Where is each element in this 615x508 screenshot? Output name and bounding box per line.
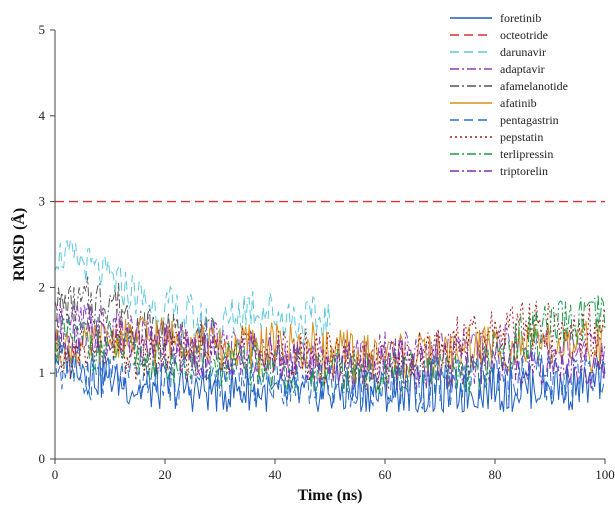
x-tick-label: 0 <box>52 467 59 482</box>
legend-label-octeotride: octeotride <box>500 28 548 42</box>
y-axis-title: RMSD (Å) <box>10 208 28 281</box>
series-line-terlipressin <box>54 294 606 398</box>
legend-label-afatinib: afatinib <box>500 96 537 110</box>
x-tick-label: 80 <box>489 467 502 482</box>
y-tick-label: 2 <box>39 279 46 294</box>
legend-label-afamelanotide: afamelanotide <box>500 79 568 93</box>
legend-label-pepstatin: pepstatin <box>500 130 543 144</box>
y-tick-label: 5 <box>39 22 46 37</box>
legend-label-adaptavir: adaptavir <box>500 62 545 76</box>
y-tick-label: 3 <box>39 194 46 209</box>
series-line-pepstatin <box>54 301 606 391</box>
x-tick-label: 40 <box>269 467 282 482</box>
series-line-pentagastrin <box>54 340 606 411</box>
series-line-foretinib <box>54 342 606 414</box>
x-tick-label: 60 <box>379 467 392 482</box>
axes: 0 20 40 60 80 100 0 1 2 3 4 5 <box>39 22 615 482</box>
legend-label-pentagastrin: pentagastrin <box>500 113 559 127</box>
x-tick-label: 100 <box>595 467 615 482</box>
series-line-darunavir <box>54 237 331 348</box>
x-tick-label: 20 <box>159 467 172 482</box>
plot-lines <box>54 200 606 414</box>
series-line-afamelanotide <box>54 276 221 361</box>
legend-label-terlipressin: terlipressin <box>500 147 553 161</box>
legend-label-foretinib: foretinib <box>500 11 541 25</box>
y-tick-label: 0 <box>39 451 46 466</box>
x-axis-title: Time (ns) <box>297 487 362 504</box>
series-line-afatinib <box>54 316 606 384</box>
legend-label-darunavir: darunavir <box>500 45 546 59</box>
legend: foretinib octeotride darunavir adaptavir afa… <box>450 11 568 178</box>
y-tick-label: 1 <box>39 365 46 380</box>
y-tick-label: 4 <box>39 108 46 123</box>
legend-label-triptorelin: triptorelin <box>500 164 548 178</box>
series-line-triptorelin <box>54 302 606 393</box>
